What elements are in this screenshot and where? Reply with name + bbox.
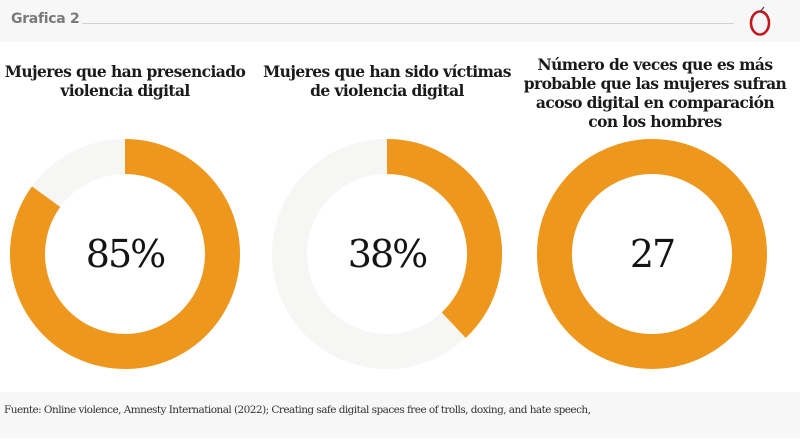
chart-1-title-line: violencia digital (60, 81, 190, 100)
chart-3-title-line: probable que las mujeres sufran (523, 74, 787, 93)
chart-3-title: Número de veces que es más probable que … (520, 55, 790, 131)
chart-1-title-line: Mujeres que han presenciado (4, 62, 246, 81)
source-note: Fuente: Online violence, Amnesty Interna… (4, 404, 591, 416)
footer-bar: Fuente: Online violence, Amnesty Interna… (0, 392, 800, 438)
header-bar: Grafica 2 (0, 0, 800, 42)
chart-1-title: Mujeres que han presenciado violencia di… (0, 62, 250, 100)
chart-2-title-line: Mujeres que han sido víctimas (263, 62, 511, 81)
chart-3-title-line: Número de veces que es más (537, 55, 774, 74)
chart-label: Grafica 2 (11, 11, 80, 27)
donut-chart-times-more-likely: 27 (537, 139, 767, 369)
donut-value-arc (10, 139, 240, 369)
donut-center-label: 27 (630, 232, 674, 276)
header-divider (82, 23, 734, 24)
donut-chart-victims: 38% (272, 139, 502, 369)
donut-center-label: 85% (86, 232, 165, 276)
donut-value-arc (537, 139, 767, 369)
chart-2-title: Mujeres que han sido víctimas de violenc… (262, 62, 512, 100)
chart-3-title-line: con los hombres (588, 112, 722, 131)
donut-center-label: 38% (348, 232, 427, 276)
donut-value-arc (386, 139, 502, 338)
o-accent-logo-icon (749, 6, 771, 36)
chart-2-title-line: de violencia digital (310, 81, 464, 100)
donut-chart-witnessed: 85% (10, 139, 240, 369)
chart-3-title-line: acoso digital en comparación (535, 93, 775, 112)
